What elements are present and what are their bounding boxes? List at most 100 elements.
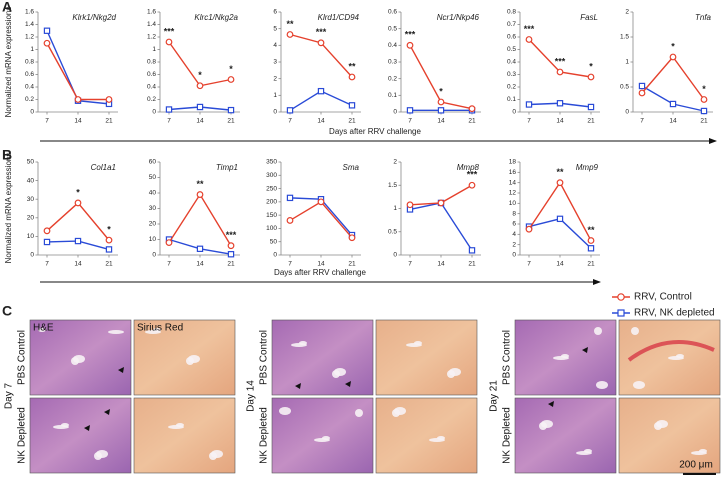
chart-title: Klrc1/Nkg2a: [194, 13, 238, 22]
significance: *: [671, 41, 675, 51]
y-tick-label: 2: [512, 241, 516, 248]
y-tick-label: 0.8: [147, 59, 156, 66]
marker: [556, 68, 564, 76]
x-tick-label: 14: [437, 118, 445, 125]
significance: **: [348, 61, 356, 71]
x-tick-label: 7: [288, 118, 292, 125]
marker: [348, 102, 356, 109]
y-tick-label: 0.2: [25, 96, 34, 103]
x-tick-label: 7: [288, 261, 292, 268]
day-label: Day 7: [4, 383, 15, 410]
vessel: [539, 422, 547, 430]
x-tick-label: 7: [408, 261, 412, 268]
x-tick-label: 7: [45, 118, 49, 125]
marker: [196, 245, 204, 252]
significance: ***: [226, 230, 237, 240]
y-tick-label: 0: [152, 252, 156, 259]
marker: [43, 27, 51, 34]
significance: **: [286, 19, 294, 29]
chart-title: Klrk1/Nkg2d: [72, 13, 116, 22]
x-tick-label: 21: [105, 261, 113, 268]
marker: [43, 227, 51, 235]
y-tick-label: 16: [509, 169, 517, 176]
y-tick-label: 1: [30, 46, 34, 53]
x-tick-label: 7: [45, 261, 49, 268]
row-label: PBS Control: [17, 330, 28, 385]
x-tick-label: 21: [700, 118, 708, 125]
vessel: [94, 452, 102, 460]
arrowhead: [345, 381, 351, 387]
row-label: PBS Control: [259, 330, 270, 385]
marker: [437, 98, 445, 106]
marker: [165, 239, 173, 247]
significance: *: [439, 86, 443, 96]
y-tick-label: 0.5: [620, 84, 629, 91]
y-tick-label: 250: [266, 185, 277, 192]
y-tick-label: 0.4: [507, 59, 516, 66]
y-tick-label: 0: [30, 252, 34, 259]
marker: [317, 87, 325, 95]
x-tick-label: 14: [317, 118, 325, 125]
chart-title: Col1a1: [91, 163, 116, 172]
legend-marker: [617, 309, 625, 317]
chart-title: FasL: [580, 13, 598, 22]
y-tick-label: 2: [273, 75, 277, 82]
significance: ***: [164, 26, 175, 36]
marker: [348, 73, 356, 81]
legend-label: RRV, NK depleted: [634, 308, 715, 319]
row-label: NK Depleted: [502, 407, 513, 464]
significance: *: [702, 84, 706, 94]
column-label: Sirius Red: [137, 323, 183, 334]
marker: [587, 73, 595, 81]
histology-image: [375, 397, 478, 474]
y-tick-label: 0.4: [388, 42, 397, 49]
y-tick-label: 30: [27, 196, 35, 203]
significance: ***: [405, 30, 416, 40]
significance: ***: [555, 56, 566, 66]
series-line: [528, 181, 592, 241]
vessel: [314, 438, 330, 442]
arrowhead: [104, 409, 110, 415]
y-tick-label: 2: [625, 9, 629, 16]
marker: [105, 96, 113, 103]
marker: [286, 107, 294, 114]
vessel: [633, 381, 645, 389]
y-tick-label: 0.3: [507, 71, 516, 78]
day-label: Day 21: [489, 380, 500, 412]
x-axis-label: Days after RRV challenge: [329, 127, 421, 136]
chart-title: Klrd1/CD94: [318, 13, 360, 22]
marker: [227, 242, 235, 250]
marker: [556, 100, 564, 107]
marker: [468, 247, 476, 254]
y-tick-label: 0.7: [507, 21, 516, 28]
x-tick-label: 7: [527, 118, 531, 125]
y-tick-label: 0: [393, 252, 397, 259]
series-line: [289, 200, 353, 239]
y-tick-label: 0.4: [25, 84, 34, 91]
y-tick-label: 300: [266, 172, 277, 179]
vessel: [209, 452, 217, 460]
y-tick-label: 0.1: [388, 92, 397, 99]
x-tick-label: 21: [348, 261, 356, 268]
y-tick-label: 18: [509, 159, 517, 166]
y-tick-label: 0.4: [147, 84, 156, 91]
histology-image: [618, 397, 721, 474]
significance: **: [196, 179, 204, 189]
vessel: [392, 409, 400, 417]
marker: [165, 38, 173, 46]
vessel: [553, 356, 569, 360]
y-tick-label: 0.6: [388, 9, 397, 16]
y-tick-label: 12: [509, 190, 517, 197]
panel-label: A: [2, 0, 12, 15]
marker: [43, 238, 51, 246]
arrowhead: [548, 401, 554, 407]
y-tick-label: 0: [152, 109, 156, 116]
y-tick-label: 1.6: [25, 9, 34, 16]
x-tick-label: 7: [640, 118, 644, 125]
chart-title: Timp1: [216, 163, 238, 172]
y-tick-label: 0.8: [25, 59, 34, 66]
marker: [74, 96, 82, 103]
marker: [638, 82, 646, 90]
marker: [700, 107, 708, 115]
y-tick-label: 1.5: [620, 34, 629, 41]
